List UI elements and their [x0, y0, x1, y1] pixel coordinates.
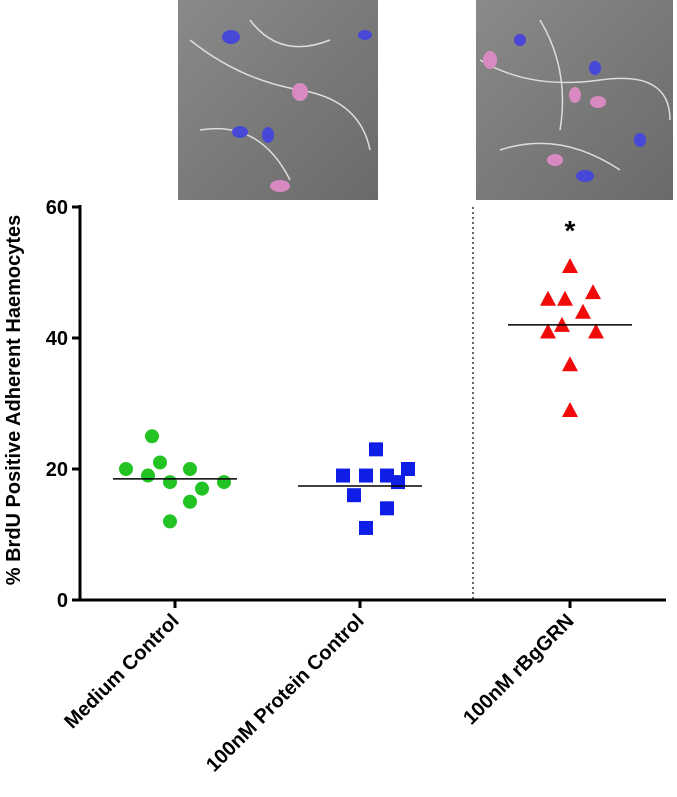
- y-tick-label: 20: [46, 459, 68, 481]
- x-tick-label: 100nM rBgGRN: [459, 610, 578, 729]
- data-point: [153, 455, 167, 470]
- data-point: [562, 257, 578, 273]
- data-point: [380, 501, 394, 516]
- x-tick-label: Medium Control: [60, 610, 183, 733]
- y-tick-label: 60: [46, 197, 68, 219]
- data-point: [369, 442, 383, 457]
- y-axis-label: % BrdU Positive Adherent Haemocytes: [3, 215, 25, 585]
- data-point: [119, 462, 133, 476]
- data-point: [557, 290, 573, 306]
- data-point: [359, 468, 373, 483]
- data-point: [163, 514, 177, 529]
- data-point: [347, 488, 361, 503]
- data-point: [562, 356, 578, 372]
- data-point: [359, 520, 373, 535]
- data-point: [183, 462, 197, 476]
- y-tick-label: 40: [46, 328, 68, 350]
- x-tick-label: 100nM Protein Control: [202, 610, 368, 776]
- data-point: [391, 475, 405, 490]
- data-point: [380, 468, 394, 483]
- annotation: *: [565, 215, 576, 246]
- data-point: [336, 468, 350, 483]
- micrograph-right: [476, 0, 673, 200]
- data-point: [585, 284, 601, 300]
- data-point: [163, 475, 177, 490]
- data-point: [195, 481, 209, 496]
- data-point: [575, 303, 591, 319]
- data-point: [141, 468, 155, 483]
- data-point: [562, 402, 578, 418]
- micrograph-left: [178, 0, 378, 200]
- data-point: [540, 323, 556, 339]
- data-point: [145, 429, 159, 444]
- data-point: [540, 290, 556, 306]
- data-point: [217, 475, 231, 490]
- data-point: [183, 494, 197, 509]
- data-point: [588, 323, 604, 339]
- y-tick-label: 0: [57, 590, 68, 612]
- data-point: [401, 462, 415, 476]
